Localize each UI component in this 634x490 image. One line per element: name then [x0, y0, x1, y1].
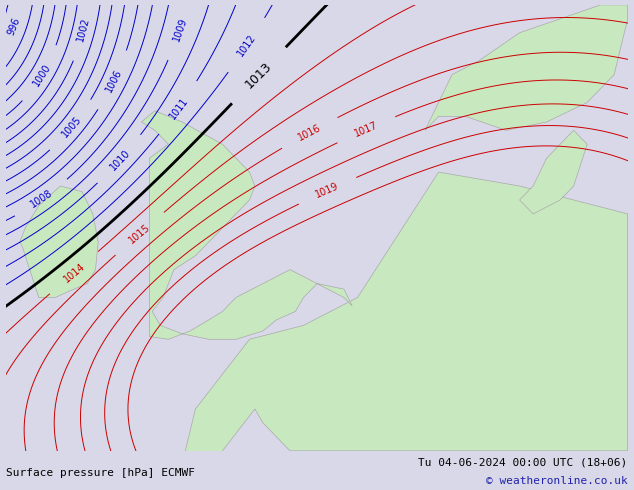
Text: 1009: 1009: [171, 16, 188, 43]
Text: 1006: 1006: [104, 68, 124, 94]
Text: 1012: 1012: [236, 32, 258, 58]
Text: 1016: 1016: [296, 122, 323, 143]
Polygon shape: [20, 186, 98, 297]
Polygon shape: [141, 111, 352, 340]
Polygon shape: [425, 5, 628, 130]
Text: 1000: 1000: [31, 62, 53, 88]
Text: 1019: 1019: [314, 181, 340, 200]
Text: 1011: 1011: [167, 95, 190, 121]
Text: 1015: 1015: [127, 222, 152, 245]
Text: 996: 996: [6, 16, 22, 37]
Text: © weatheronline.co.uk: © weatheronline.co.uk: [486, 476, 628, 486]
Polygon shape: [169, 172, 628, 490]
Text: Surface pressure [hPa] ECMWF: Surface pressure [hPa] ECMWF: [6, 468, 195, 478]
Polygon shape: [520, 130, 587, 214]
Text: 1014: 1014: [61, 261, 87, 284]
Text: 1008: 1008: [29, 188, 55, 210]
Text: 1017: 1017: [353, 120, 379, 139]
Text: 1002: 1002: [75, 16, 92, 43]
Text: 1005: 1005: [60, 114, 84, 139]
Text: 1010: 1010: [108, 147, 132, 172]
Text: 1013: 1013: [243, 60, 275, 91]
Text: Tu 04-06-2024 00:00 UTC (18+06): Tu 04-06-2024 00:00 UTC (18+06): [418, 458, 628, 468]
